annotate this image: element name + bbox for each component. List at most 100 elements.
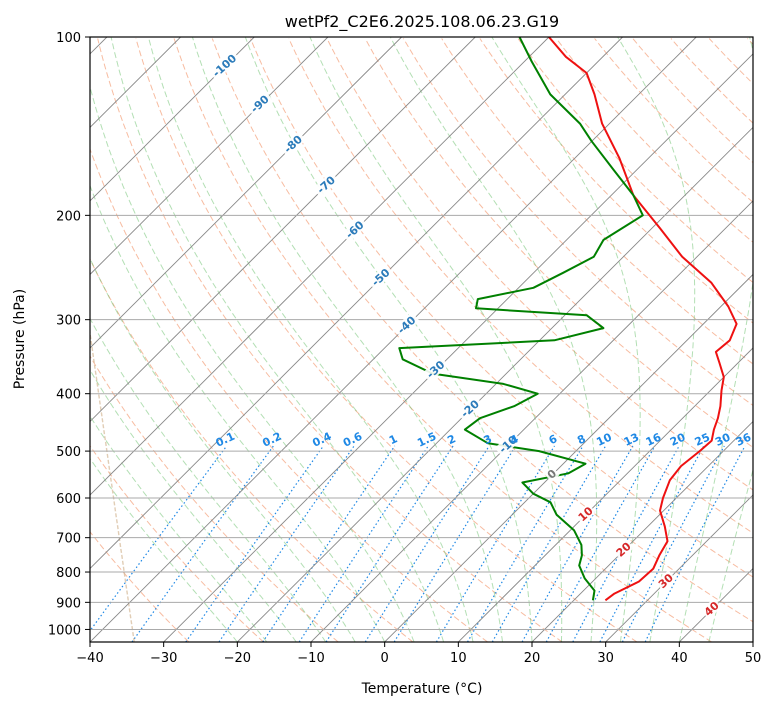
x-tick-label: −30 — [150, 651, 177, 666]
isotherm-line — [90, 37, 550, 496]
x-tick-label: −10 — [297, 651, 324, 666]
y-axis-label: Pressure (hPa) — [12, 289, 28, 389]
isotherm-line — [90, 37, 697, 642]
dry-adiabat-line — [326, 38, 753, 491]
moist-adiabat-line — [147, 37, 474, 642]
moist-adiabat-line — [90, 457, 238, 642]
y-tick-label: 200 — [56, 209, 81, 224]
isotherm-label-bg — [422, 356, 449, 383]
moist-adiabat-line — [90, 369, 297, 642]
isotherm-label-bg — [341, 216, 368, 243]
moist-adiabat-line — [617, 37, 696, 642]
mixing-ratio-line — [599, 445, 705, 642]
mixing-ratio-line — [298, 445, 429, 642]
dry-adiabat-line — [173, 38, 712, 642]
mixing-ratio-label: 25 — [693, 431, 712, 449]
mixing-ratio-line — [644, 445, 746, 642]
moist-adiabat-line — [90, 257, 356, 642]
profile-lines — [398, 37, 738, 602]
isotherm-line — [90, 37, 329, 276]
dry-adiabat-line — [632, 38, 753, 164]
y-tick-label: 900 — [56, 596, 81, 611]
y-tick-label: 600 — [56, 492, 81, 507]
isotherm-line — [163, 53, 753, 642]
isotherm-label-bg — [367, 264, 394, 290]
y-tick-label: 700 — [56, 532, 81, 547]
isotherm-line — [752, 641, 753, 642]
temperature-line — [548, 37, 738, 602]
dry-adiabat-line — [250, 38, 753, 578]
mixing-ratio-line — [131, 445, 274, 642]
dry-adiabat-line — [555, 38, 753, 243]
isotherm-line — [237, 126, 753, 642]
moist-adiabat-line — [491, 37, 641, 642]
y-tick-label: 300 — [56, 314, 81, 329]
isotherm-label-bg — [393, 312, 420, 338]
isotherm-label-bg — [246, 90, 273, 117]
x-axis-label: Temperature (°C) — [361, 681, 483, 697]
background-lines — [90, 37, 753, 642]
isotherm-label-bg — [279, 131, 307, 157]
isotherm-line — [531, 420, 753, 642]
moist-adiabat-line — [389, 37, 598, 642]
moist-adiabat-line — [90, 84, 415, 642]
mixing-ratio-label: 10 — [594, 430, 614, 448]
mixing-ratio-label: 16 — [644, 430, 664, 448]
mixing-ratio-label: 20 — [668, 430, 688, 448]
isotherm-line — [458, 347, 753, 642]
plot-background — [90, 37, 753, 642]
y-tick-label: 400 — [56, 388, 81, 403]
isotherm-label-bg — [208, 50, 241, 81]
isotherm-label-bg — [312, 171, 340, 198]
moist-adiabat-line — [110, 37, 445, 642]
y-tick-label: 1000 — [48, 623, 81, 638]
plot-frame — [89, 36, 754, 643]
isotherm-label-bg — [612, 538, 635, 560]
isotherm-line — [90, 37, 623, 570]
x-tick-label: 50 — [745, 651, 762, 666]
dry-adiabat-line — [441, 38, 753, 365]
x-tick-label: −20 — [224, 651, 251, 666]
axes: −40 −30 −20 −10 0 10 20 30 40 50 100 200 300 400 500 60… — [48, 31, 761, 666]
mixing-ratio-line — [393, 445, 517, 642]
y-tick-label: 800 — [56, 566, 81, 581]
mixing-ratio-line — [364, 445, 490, 642]
x-tick-label: −40 — [76, 651, 103, 666]
dewpoint-line — [398, 37, 644, 601]
isotherm-label-bg — [494, 431, 522, 457]
moist-adiabat-line — [191, 37, 503, 642]
moist-adiabat-line — [90, 184, 386, 642]
mixing-ratio-line — [185, 445, 324, 642]
x-tick-label: 0 — [381, 651, 389, 666]
isotherm-line — [310, 200, 753, 642]
dry-adiabat-line — [517, 38, 753, 284]
mixing-ratio-label: 36 — [734, 430, 754, 448]
isotherm-label-bg — [654, 570, 677, 592]
isotherm-line — [384, 273, 753, 642]
mixing-ratio-line — [325, 445, 454, 642]
x-tick-label: 30 — [597, 651, 614, 666]
x-tick-label: 20 — [524, 651, 541, 666]
isotherm-line — [90, 37, 255, 202]
isotherm-line — [605, 494, 753, 642]
chart-title: wetPf2_C2E6.2025.108.06.23.G19 — [285, 12, 559, 32]
dry-adiabat-line — [288, 38, 753, 534]
dry-adiabat-line — [97, 38, 563, 642]
dry-adiabat-line — [90, 530, 190, 642]
dry-adiabat-line — [479, 38, 753, 324]
mixing-ratio-line — [90, 445, 228, 632]
mixing-ratio-label: 13 — [622, 431, 641, 449]
x-tick-label: 40 — [671, 651, 688, 666]
isotherm-label-bg — [543, 465, 560, 483]
mixing-ratio-line — [521, 445, 634, 642]
mixing-ratio-line — [545, 445, 656, 642]
mixing-ratio-line — [572, 445, 680, 642]
y-tick-label: 500 — [56, 445, 81, 460]
dry-adiabat-line — [90, 355, 339, 642]
isotherm-line — [90, 37, 476, 423]
x-tick-label: 10 — [450, 651, 467, 666]
dry-adiabat-line — [135, 38, 638, 642]
dry-adiabat-line — [594, 38, 753, 203]
moist-adiabat-line — [309, 37, 563, 642]
